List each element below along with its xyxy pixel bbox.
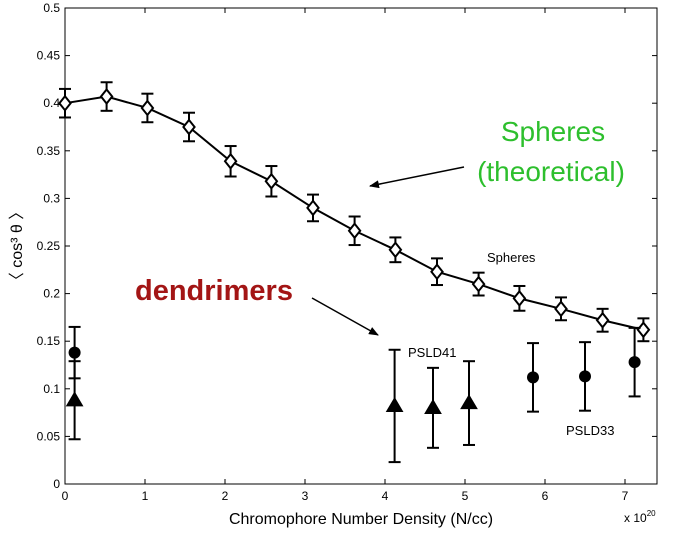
series-psld33 bbox=[68, 325, 641, 413]
annotation-spheres: Spheres bbox=[487, 250, 536, 265]
data-point-circle bbox=[579, 370, 591, 383]
x-axis-ticks: 0 1 2 3 4 5 6 7 bbox=[62, 8, 629, 503]
annotation-spheres-theoretical-line1: Spheres bbox=[501, 116, 605, 147]
data-point-diamond bbox=[347, 222, 362, 240]
y-tick-label: 0.3 bbox=[43, 191, 60, 205]
data-point-circle bbox=[628, 356, 641, 369]
data-point-diamond bbox=[58, 94, 72, 112]
series-spheres bbox=[58, 81, 651, 343]
y-tick-label: 0.5 bbox=[43, 1, 60, 15]
y-axis-ticks: 0 0.05 0.1 0.15 0.2 0.25 0.3 0.35 0.4 0.45 0.5 bbox=[37, 1, 657, 491]
x-tick-label: 6 bbox=[542, 489, 549, 503]
x-tick-label: 7 bbox=[622, 489, 629, 503]
data-point-diamond bbox=[512, 289, 527, 307]
data-point-diamond bbox=[595, 311, 610, 329]
arrow-theoretical bbox=[369, 166, 465, 189]
data-point-diamond bbox=[264, 172, 279, 190]
y-tick-label: 0 bbox=[53, 477, 60, 491]
arrow-dendrimers bbox=[311, 297, 379, 336]
x-tick-label: 5 bbox=[462, 489, 469, 503]
annotation-psld41: PSLD41 bbox=[408, 345, 456, 360]
annotation-spheres-theoretical-line2: (theoretical) bbox=[477, 156, 625, 187]
data-point-diamond bbox=[223, 152, 238, 170]
y-tick-label: 0.15 bbox=[37, 334, 61, 348]
data-point-circle bbox=[527, 371, 539, 384]
data-point-diamond bbox=[99, 87, 114, 106]
x-tick-label: 2 bbox=[222, 489, 229, 503]
y-tick-label: 0.35 bbox=[37, 144, 61, 158]
y-tick-label: 0.45 bbox=[37, 49, 61, 63]
data-point-diamond bbox=[182, 118, 196, 136]
data-point-circle bbox=[68, 346, 81, 359]
annotation-dendrimers: dendrimers bbox=[135, 275, 293, 307]
y-tick-label: 0.4 bbox=[43, 96, 60, 110]
data-point-triangle bbox=[424, 398, 442, 414]
x-tick-label: 1 bbox=[142, 489, 149, 503]
data-point-diamond bbox=[388, 241, 403, 259]
data-point-diamond bbox=[306, 199, 320, 217]
y-tick-label: 0.2 bbox=[43, 287, 60, 301]
series-psld41 bbox=[65, 348, 478, 464]
data-point-triangle bbox=[65, 391, 84, 407]
data-point-diamond bbox=[554, 300, 568, 318]
y-tick-label: 0.1 bbox=[43, 382, 60, 396]
y-tick-label: 0.25 bbox=[37, 239, 61, 253]
data-point-diamond bbox=[430, 263, 444, 281]
data-point-diamond bbox=[140, 99, 155, 117]
plot-area-frame bbox=[64, 7, 658, 485]
x-scale-multiplier: x 1020 bbox=[624, 509, 656, 525]
x-tick-label: 0 bbox=[62, 489, 69, 503]
x-tick-label: 3 bbox=[302, 489, 309, 503]
y-tick-label: 0.05 bbox=[37, 429, 61, 443]
data-point-diamond bbox=[471, 275, 486, 293]
y-axis-label: 〈 cos³ θ 〉 bbox=[9, 204, 26, 288]
x-tick-label: 4 bbox=[382, 489, 389, 503]
data-point-triangle bbox=[385, 396, 404, 413]
x-axis-label: Chromophore Number Density (N/cc) bbox=[229, 511, 493, 528]
data-point-triangle bbox=[460, 394, 478, 410]
annotation-psld33: PSLD33 bbox=[566, 423, 614, 438]
series-layer bbox=[58, 81, 651, 464]
